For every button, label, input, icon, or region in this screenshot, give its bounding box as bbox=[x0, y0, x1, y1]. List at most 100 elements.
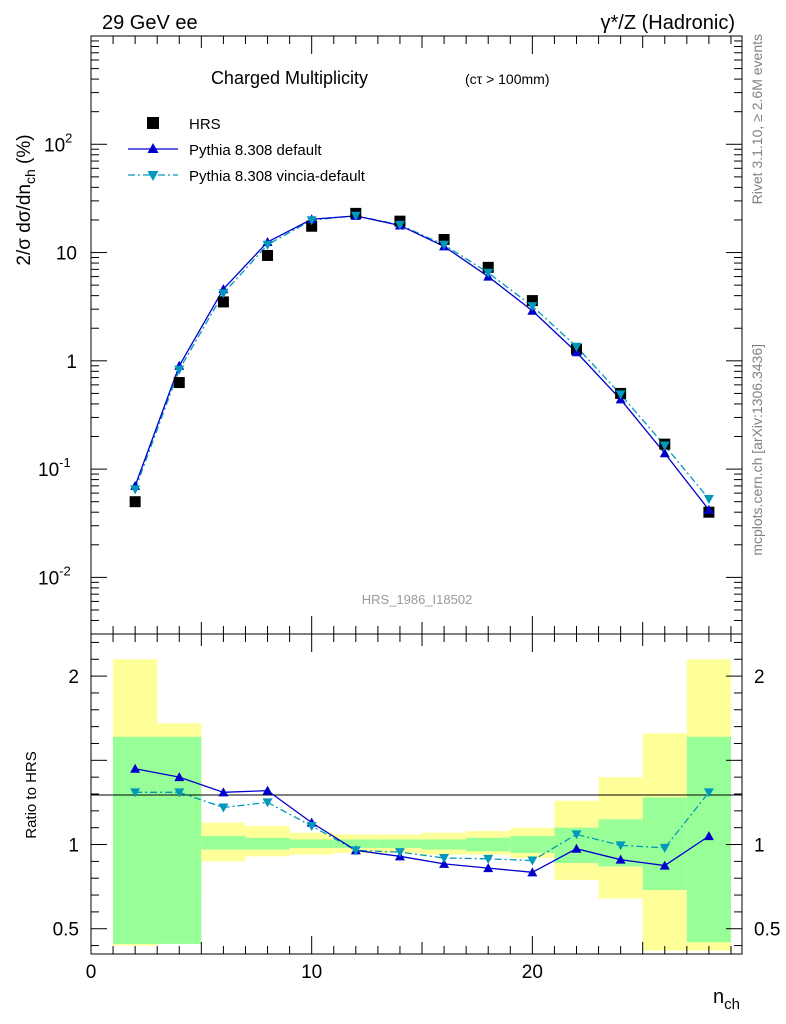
ratio-point-pythia-default bbox=[703, 831, 714, 841]
plot-title: Charged Multiplicity bbox=[211, 68, 368, 88]
ratio-line-pythia-default bbox=[135, 768, 710, 873]
ratio-point-pythia-vincia bbox=[306, 822, 317, 831]
legend-label-hrs: HRS bbox=[189, 116, 221, 133]
ratio-point-pythia-vincia bbox=[174, 788, 185, 798]
ratio-plot-data bbox=[130, 763, 714, 877]
xlabel-subscript: ch bbox=[724, 996, 740, 1013]
ratio-point-pythia-default bbox=[483, 863, 494, 873]
data-point-pythia-vincia bbox=[306, 216, 317, 226]
data-point-hrs bbox=[306, 220, 318, 232]
x-tick-label: 10 bbox=[301, 962, 322, 983]
tick-exponent: 2 bbox=[65, 130, 72, 145]
ratio-y-tick-label-right: 2 bbox=[754, 667, 765, 688]
x-tick-label: 0 bbox=[86, 962, 97, 983]
ratio-y-tick-label-right: 0.5 bbox=[754, 920, 780, 941]
data-point-hrs bbox=[129, 496, 141, 508]
green-band-bin bbox=[510, 836, 555, 853]
y-tick-label: 10 bbox=[56, 244, 77, 265]
data-point-pythia-vincia bbox=[615, 390, 626, 400]
legend-marker-hrs bbox=[147, 117, 159, 129]
tick-exponent: -1 bbox=[59, 455, 71, 470]
ratio-point-pythia-vincia bbox=[262, 798, 273, 808]
tick-base: 10 bbox=[38, 460, 59, 481]
ratio-y-tick-label: 0.5 bbox=[53, 920, 79, 941]
main-y-axis-label: 2/σ dσ/dnch (%) bbox=[14, 134, 38, 265]
data-point-pythia-default bbox=[703, 504, 714, 514]
ratio-plot-panel: 0.5 0.51 12 20 10 20 Ratio to HRS nch bbox=[23, 633, 780, 1013]
legend-label-pythia-vincia: Pythia 8.308 vincia-default bbox=[189, 168, 366, 185]
mcplots-label: mcplots.cern.ch [arXiv:1306.3436] bbox=[749, 344, 765, 556]
ylabel-unit: (%) bbox=[14, 134, 35, 169]
data-point-hrs bbox=[173, 377, 185, 389]
ratio-plot-axes: 0.5 0.51 12 20 10 20 bbox=[53, 634, 780, 983]
ratio-point-pythia-vincia bbox=[483, 854, 494, 864]
ratio-point-pythia-vincia bbox=[439, 854, 450, 863]
green-band-bin bbox=[377, 839, 423, 848]
legend-marker-pythia-vincia bbox=[147, 171, 159, 181]
ratio-point-pythia-default bbox=[615, 854, 626, 864]
legend: HRS Pythia 8.308 default Pythia 8.308 vi… bbox=[128, 116, 366, 185]
watermark-label: HRS_1986_I18502 bbox=[362, 592, 473, 607]
ratio-point-pythia-vincia bbox=[394, 848, 405, 858]
main-plot-data bbox=[129, 207, 715, 518]
ratio-point-pythia-vincia bbox=[615, 841, 626, 851]
data-point-hrs bbox=[526, 295, 538, 307]
tick-base: 10 bbox=[44, 135, 65, 156]
ratio-point-pythia-default bbox=[571, 843, 582, 853]
main-plot-panel: HRS_1986_I18502 Charged Multiplicity (cτ… bbox=[14, 35, 743, 635]
data-point-pythia-vincia bbox=[394, 220, 405, 230]
data-point-pythia-vincia bbox=[174, 365, 185, 375]
channel-label: γ*/Z (Hadronic) bbox=[601, 12, 735, 34]
ratio-point-pythia-default bbox=[218, 787, 229, 797]
y-tick-label: 102 bbox=[44, 130, 72, 156]
x-axis-label: nch bbox=[713, 986, 740, 1013]
data-point-pythia-default bbox=[659, 448, 670, 458]
green-band-bin bbox=[466, 837, 511, 852]
plot-title-suffix: (cτ > 100mm) bbox=[465, 71, 550, 87]
x-tick-label: 20 bbox=[522, 962, 543, 983]
legend-marker-pythia-default bbox=[147, 143, 159, 153]
data-point-pythia-vincia bbox=[571, 342, 582, 352]
data-point-pythia-default bbox=[571, 347, 582, 357]
ratio-point-pythia-default bbox=[262, 785, 273, 795]
green-band-bin bbox=[245, 837, 290, 850]
ratio-point-pythia-default bbox=[130, 763, 141, 773]
data-point-hrs bbox=[262, 249, 274, 261]
ratio-point-pythia-vincia bbox=[703, 788, 714, 798]
ratio-point-pythia-vincia bbox=[350, 846, 361, 856]
side-labels: Rivet 3.1.10, ≥ 2.6M events mcplots.cern… bbox=[749, 34, 765, 556]
ratio-point-pythia-vincia bbox=[218, 803, 229, 813]
series-line-pythia-vincia bbox=[134, 215, 710, 500]
data-point-pythia-vincia bbox=[218, 289, 229, 299]
ratio-point-pythia-default bbox=[659, 860, 670, 870]
ratio-point-pythia-vincia bbox=[571, 830, 582, 840]
data-point-hrs bbox=[482, 261, 494, 273]
data-point-pythia-vincia bbox=[703, 494, 714, 504]
ratio-y-tick-label-right: 1 bbox=[754, 836, 765, 857]
ylabel-subscript: ch bbox=[22, 169, 38, 184]
green-band-bin bbox=[289, 839, 334, 848]
y-tick-label: 10-2 bbox=[38, 563, 71, 589]
data-point-hrs bbox=[438, 233, 450, 245]
data-point-pythia-vincia bbox=[350, 211, 361, 221]
y-tick-label: 10-1 bbox=[38, 455, 71, 481]
tick-exponent: -2 bbox=[59, 563, 71, 578]
rivet-label: Rivet 3.1.10, ≥ 2.6M events bbox=[749, 34, 765, 204]
data-point-pythia-vincia bbox=[659, 441, 670, 451]
ratio-y-axis-label: Ratio to HRS bbox=[23, 751, 40, 839]
data-point-pythia-vincia bbox=[483, 268, 494, 278]
ratio-point-pythia-vincia bbox=[130, 788, 141, 798]
ratio-point-pythia-default bbox=[439, 858, 450, 868]
data-point-pythia-vincia bbox=[130, 485, 141, 495]
y-tick-label: 1 bbox=[66, 352, 77, 373]
tick-base: 10 bbox=[38, 568, 59, 589]
data-point-hrs bbox=[217, 296, 229, 308]
ratio-point-pythia-default bbox=[174, 772, 185, 782]
ratio-line-pythia-vincia bbox=[135, 791, 710, 862]
ratio-point-pythia-vincia bbox=[527, 856, 538, 866]
ratio-y-tick-label: 1 bbox=[68, 836, 79, 857]
data-point-pythia-vincia bbox=[527, 302, 538, 312]
ratio-y-tick-label: 2 bbox=[68, 667, 79, 688]
